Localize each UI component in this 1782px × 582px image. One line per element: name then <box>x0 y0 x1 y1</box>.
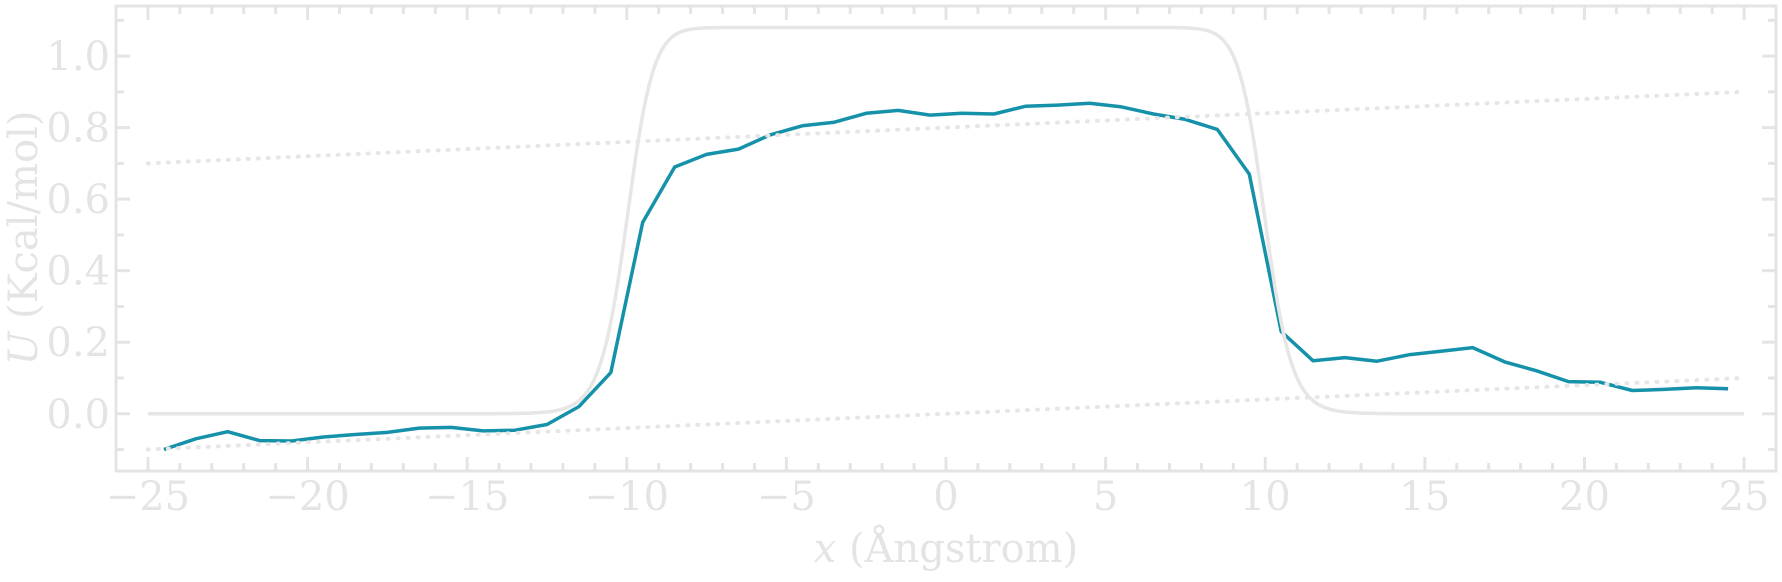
y-tick-label: 1.0 <box>46 34 110 80</box>
x-tick-label: 25 <box>1719 474 1770 520</box>
x-tick-label: −10 <box>585 474 669 520</box>
y-tick-label: 0.0 <box>46 392 110 438</box>
y-tick-label: 0.4 <box>46 249 110 295</box>
axis-ticks <box>116 6 1776 471</box>
x-tick-label: 10 <box>1240 474 1291 520</box>
y-tick-label: 0.6 <box>46 177 110 223</box>
x-tick-label: 15 <box>1399 474 1450 520</box>
measured-energy-line <box>163 101 1729 452</box>
x-tick-label: −20 <box>265 474 349 520</box>
x-tick-label: −15 <box>425 474 509 520</box>
x-tick-label: 20 <box>1559 474 1610 520</box>
x-tick-label: 0 <box>933 474 958 520</box>
x-axis-label: x (Ångstrom) <box>814 525 1078 572</box>
y-tick-label: 0.8 <box>46 106 110 152</box>
dotted-reference-line <box>145 89 1747 166</box>
y-tick-label: 0.2 <box>46 320 110 366</box>
x-tick-label: −25 <box>106 474 190 520</box>
y-axis-label: U (Kcal/mol) <box>1 111 47 366</box>
dotted-reference-line <box>145 376 1747 452</box>
x-tick-label: 5 <box>1093 474 1118 520</box>
barrier-profile-curve <box>147 25 1745 416</box>
tick-labels: −25 −20 −15 −10 −5 0 5 10 15 20 25 0.0 0.2 0.4 0.6 0.8 1… <box>46 34 1769 520</box>
x-tick-label: −5 <box>757 474 816 520</box>
plot-curves <box>145 25 1747 452</box>
plot-frame <box>114 4 1778 473</box>
